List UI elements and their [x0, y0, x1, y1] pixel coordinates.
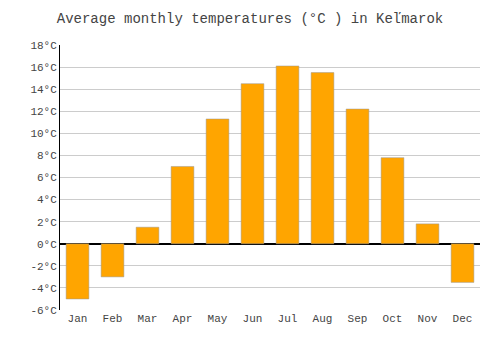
svg-text:-6°C: -6°C	[30, 305, 57, 317]
svg-text:4°C: 4°C	[37, 194, 57, 206]
svg-text:2°C: 2°C	[37, 217, 57, 229]
svg-text:Feb: Feb	[103, 313, 123, 325]
svg-text:Average monthly temperatures (: Average monthly temperatures (°C ) in Ke…	[57, 11, 443, 27]
svg-text:Nov: Nov	[418, 313, 438, 325]
svg-text:6°C: 6°C	[37, 172, 57, 184]
svg-text:16°C: 16°C	[30, 62, 57, 74]
svg-text:Oct: Oct	[383, 313, 403, 325]
svg-text:-2°C: -2°C	[30, 261, 57, 273]
svg-text:14°C: 14°C	[30, 84, 57, 96]
svg-text:Dec: Dec	[453, 313, 473, 325]
svg-text:Jun: Jun	[243, 313, 263, 325]
svg-text:-4°C: -4°C	[30, 283, 57, 295]
svg-text:Jan: Jan	[68, 313, 88, 325]
svg-text:Mar: Mar	[138, 313, 158, 325]
svg-text:May: May	[208, 313, 228, 325]
svg-text:10°C: 10°C	[30, 128, 57, 140]
svg-text:Apr: Apr	[173, 313, 193, 325]
svg-text:18°C: 18°C	[30, 40, 57, 52]
svg-text:12°C: 12°C	[30, 106, 57, 118]
svg-text:8°C: 8°C	[37, 150, 57, 162]
svg-text:Sep: Sep	[348, 313, 368, 325]
svg-text:Aug: Aug	[313, 313, 333, 325]
svg-text:0°C: 0°C	[37, 239, 57, 251]
svg-text:Jul: Jul	[278, 313, 298, 325]
